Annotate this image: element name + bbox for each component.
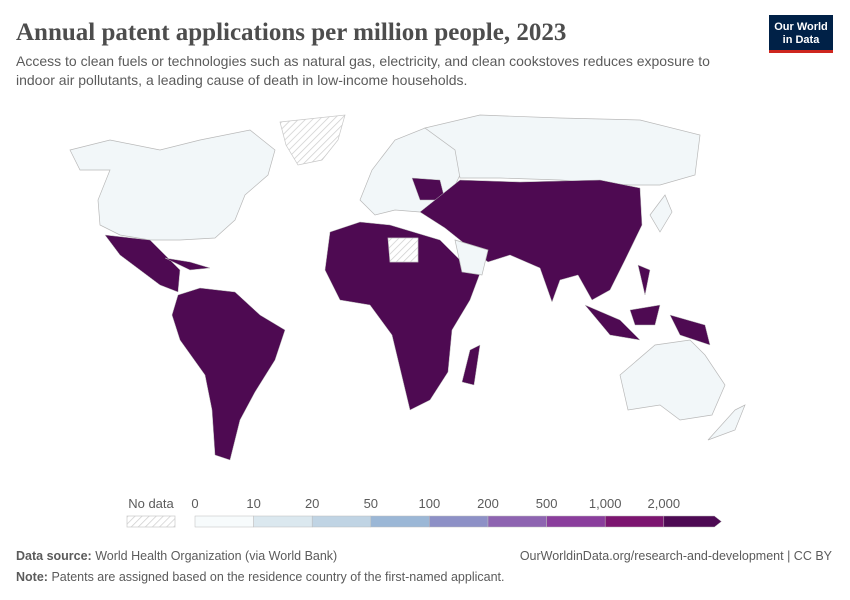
subtitle: indoor air pollutants, a leading cause o…	[16, 72, 467, 88]
legend-tick-label: 0	[191, 496, 198, 511]
legend-tick-label: 10	[246, 496, 260, 511]
legend-swatch	[195, 516, 254, 527]
legend-tick-label: 1,000	[589, 496, 622, 511]
legend-tick-label: 100	[419, 496, 441, 511]
source-label: Data source:	[16, 549, 92, 563]
logo-bar	[769, 50, 833, 53]
south-america	[172, 288, 285, 460]
libya	[388, 238, 418, 262]
north-america	[70, 130, 275, 240]
central-america	[105, 235, 180, 292]
legend-swatch	[371, 516, 430, 527]
world-map	[70, 115, 745, 460]
legend-swatch	[605, 516, 664, 527]
legend-swatch	[312, 516, 371, 527]
russia	[425, 115, 700, 185]
note: Note: Patents are assigned based on the …	[16, 570, 505, 584]
footer: Data source: World Health Organization (…	[16, 549, 833, 584]
logo[interactable]: Our World in Data	[769, 15, 833, 53]
legend-no-data-swatch	[127, 516, 175, 527]
source-text: World Health Organization (via World Ban…	[95, 549, 337, 563]
legend: No data 0 10 20 50 100 200 500 1,000 2,000	[127, 496, 721, 527]
legend-tick-label: 50	[364, 496, 378, 511]
madagascar	[462, 345, 480, 385]
url[interactable]: OurWorldinData.org/research-and-developm…	[520, 549, 833, 563]
australia	[620, 340, 725, 420]
subtitle: Access to clean fuels or technologies su…	[16, 53, 710, 69]
legend-tick-label: 200	[477, 496, 499, 511]
source: Data source: World Health Organization (…	[16, 549, 337, 563]
logo-text: in Data	[783, 34, 821, 46]
legend-swatch	[429, 516, 488, 527]
title: Annual patent applications per million p…	[16, 19, 566, 46]
legend-tick-label: 2,000	[648, 496, 681, 511]
note-text: Patents are assigned based on the reside…	[51, 570, 504, 584]
legend-swatch	[664, 516, 722, 527]
legend-swatch	[547, 516, 606, 527]
logo-text: Our World	[774, 21, 828, 33]
legend-tick-label: 20	[305, 496, 319, 511]
note-label: Note:	[16, 570, 48, 584]
legend-no-data-label: No data	[128, 496, 174, 511]
japan	[650, 195, 672, 232]
greenland	[280, 115, 345, 165]
legend-swatch	[254, 516, 313, 527]
legend-tick-label: 500	[536, 496, 558, 511]
legend-swatch	[488, 516, 547, 527]
